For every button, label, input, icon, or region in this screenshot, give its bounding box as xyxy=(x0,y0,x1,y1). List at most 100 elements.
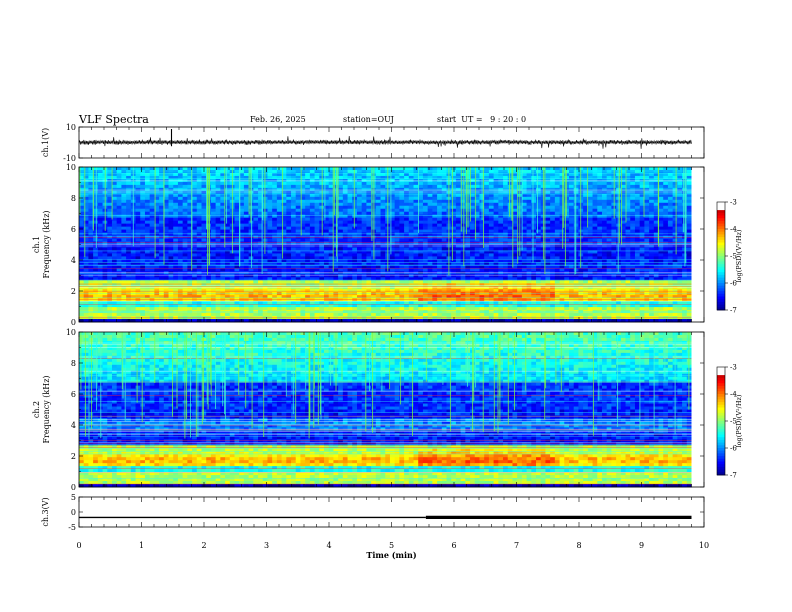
spectrogram-cell xyxy=(220,298,226,302)
spectrogram-cell xyxy=(210,211,217,216)
spectrogram-cell xyxy=(498,220,504,225)
spectrogram-cell xyxy=(140,208,146,213)
spectrogram-cell xyxy=(493,199,499,204)
spectrogram-cell xyxy=(234,271,240,275)
spectrogram-cell xyxy=(107,280,113,284)
spectrogram-cell xyxy=(291,271,297,275)
spectrogram-cell xyxy=(347,205,353,210)
spectrogram-cell xyxy=(380,214,386,219)
spectrogram-cell xyxy=(291,307,297,311)
spectrogram-cell xyxy=(488,247,495,251)
spectrogram-cell xyxy=(201,223,207,228)
spectrogram-cell xyxy=(418,271,424,275)
spectrogram-cell xyxy=(79,247,85,251)
spectrogram-cell xyxy=(333,271,339,275)
spectrogram-cell xyxy=(159,274,165,278)
spectrogram-cell xyxy=(356,292,363,296)
spectrogram-cell xyxy=(102,313,108,317)
spectrogram-cell xyxy=(366,238,372,242)
spectrogram-cell xyxy=(144,220,151,225)
spectrogram-cell xyxy=(295,286,301,290)
spectrogram-cell xyxy=(210,319,217,323)
spectrogram-cell xyxy=(455,292,462,296)
spectrogram-cell xyxy=(88,298,94,302)
spectrogram-cell xyxy=(286,167,292,171)
spectrogram-cell xyxy=(418,268,424,272)
spectrogram-cell xyxy=(163,313,169,317)
spectrogram-cell xyxy=(262,289,268,293)
spectrogram-cell xyxy=(295,202,301,207)
spectrogram-cell xyxy=(173,319,179,323)
spectrogram-cell xyxy=(441,196,447,201)
spectrogram-cell xyxy=(248,274,254,278)
spectrogram-cell xyxy=(356,187,363,192)
spectrogram-cell xyxy=(121,238,127,242)
spectrogram-cell xyxy=(470,238,476,242)
spectrogram-cell xyxy=(111,313,118,317)
spectrogram-cell xyxy=(88,238,94,242)
spectrogram-cell xyxy=(418,253,424,257)
spectrogram-cell xyxy=(201,247,207,251)
spectrogram-cell xyxy=(437,292,443,296)
spectrogram-cell xyxy=(126,307,132,311)
spectrogram-cell xyxy=(361,286,367,290)
spectrogram-cell xyxy=(314,214,320,219)
spectrogram-cell xyxy=(413,223,419,228)
spectrogram-cell xyxy=(253,232,259,236)
spectrogram-cell xyxy=(394,307,400,311)
spectrogram-cell xyxy=(107,226,113,230)
spectrogram-cell xyxy=(177,208,184,213)
spectrogram-cell xyxy=(144,229,151,233)
spectrogram-cell xyxy=(210,175,217,180)
spectrogram-cell xyxy=(267,286,273,290)
spectrogram-cell xyxy=(220,313,226,317)
spectrogram-cell xyxy=(196,172,202,177)
spectrogram-cell xyxy=(192,199,198,204)
spectrogram-cell xyxy=(272,211,278,216)
spectrogram-cell xyxy=(309,289,315,293)
spectrogram-cell xyxy=(272,271,278,275)
spectrogram-cell xyxy=(173,193,179,198)
spectrogram-cell xyxy=(309,169,315,174)
spectrogram-cell xyxy=(404,196,410,201)
spectrogram-cell xyxy=(182,292,188,296)
spectrogram-cell xyxy=(309,214,315,219)
spectrogram-cell xyxy=(182,167,188,171)
spectrogram-cell xyxy=(309,247,315,251)
spectrogram-cell xyxy=(196,253,202,257)
spectrogram-cell xyxy=(432,232,438,236)
spectrogram-cell xyxy=(427,307,433,311)
spectrogram-cell xyxy=(93,247,99,251)
spectrogram-cell xyxy=(196,289,202,293)
spectrogram-cell xyxy=(361,289,367,293)
spectrogram-cell xyxy=(418,289,424,293)
spectrogram-cell xyxy=(399,313,405,317)
spectrogram-cell xyxy=(253,217,259,222)
spectrogram-cell xyxy=(234,259,240,263)
spectrogram-cell xyxy=(418,226,424,230)
spectrogram-cell xyxy=(286,301,292,305)
spectrogram-cell xyxy=(144,226,151,230)
spectrogram-cell xyxy=(371,268,377,272)
spectrogram-cell xyxy=(309,167,315,171)
spectrogram-cell xyxy=(286,169,292,174)
spectrogram-cell xyxy=(418,181,424,186)
spectrogram-cell xyxy=(243,217,250,222)
spectrogram-cell xyxy=(399,202,405,207)
spectrogram-cell xyxy=(404,211,410,216)
spectrogram-cell xyxy=(488,268,495,272)
spectrogram-cell xyxy=(225,169,231,174)
spectrogram-cell xyxy=(295,238,301,242)
spectrogram-cell xyxy=(300,247,306,251)
spectrogram-cell xyxy=(342,208,348,213)
spectrogram-cell xyxy=(163,256,169,260)
spectrogram-cell xyxy=(168,250,174,254)
spectrogram-cell xyxy=(333,313,339,317)
spectrogram-cell xyxy=(116,289,122,293)
spectrogram-cell xyxy=(526,181,532,186)
spectrogram-cell xyxy=(498,289,504,293)
spectrogram-cell xyxy=(173,313,179,317)
spectrogram-cell xyxy=(526,301,532,305)
spectrogram-cell xyxy=(333,292,339,296)
spectrogram-cell xyxy=(385,313,391,317)
